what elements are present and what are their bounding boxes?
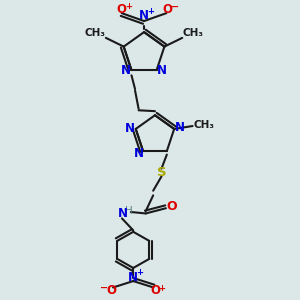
Text: S: S: [157, 166, 166, 178]
Text: +: +: [147, 7, 154, 16]
Text: O: O: [166, 200, 177, 213]
Text: O: O: [106, 284, 117, 298]
Text: N: N: [175, 121, 185, 134]
Text: H: H: [124, 206, 132, 216]
Text: N: N: [139, 9, 149, 22]
Text: −: −: [100, 283, 108, 293]
Text: N: N: [134, 147, 144, 160]
Text: N: N: [118, 207, 128, 220]
Text: +: +: [125, 2, 132, 11]
Text: O: O: [162, 3, 172, 16]
Text: +: +: [136, 268, 143, 278]
Text: O: O: [116, 3, 126, 16]
Text: N: N: [157, 64, 167, 77]
Text: N: N: [121, 64, 131, 77]
Text: O: O: [150, 284, 160, 298]
Text: N: N: [125, 122, 135, 135]
Text: −: −: [171, 2, 179, 12]
Text: N: N: [128, 271, 138, 284]
Text: CH₃: CH₃: [85, 28, 106, 38]
Text: +: +: [158, 284, 165, 292]
Text: CH₃: CH₃: [194, 120, 214, 130]
Text: CH₃: CH₃: [182, 28, 203, 38]
